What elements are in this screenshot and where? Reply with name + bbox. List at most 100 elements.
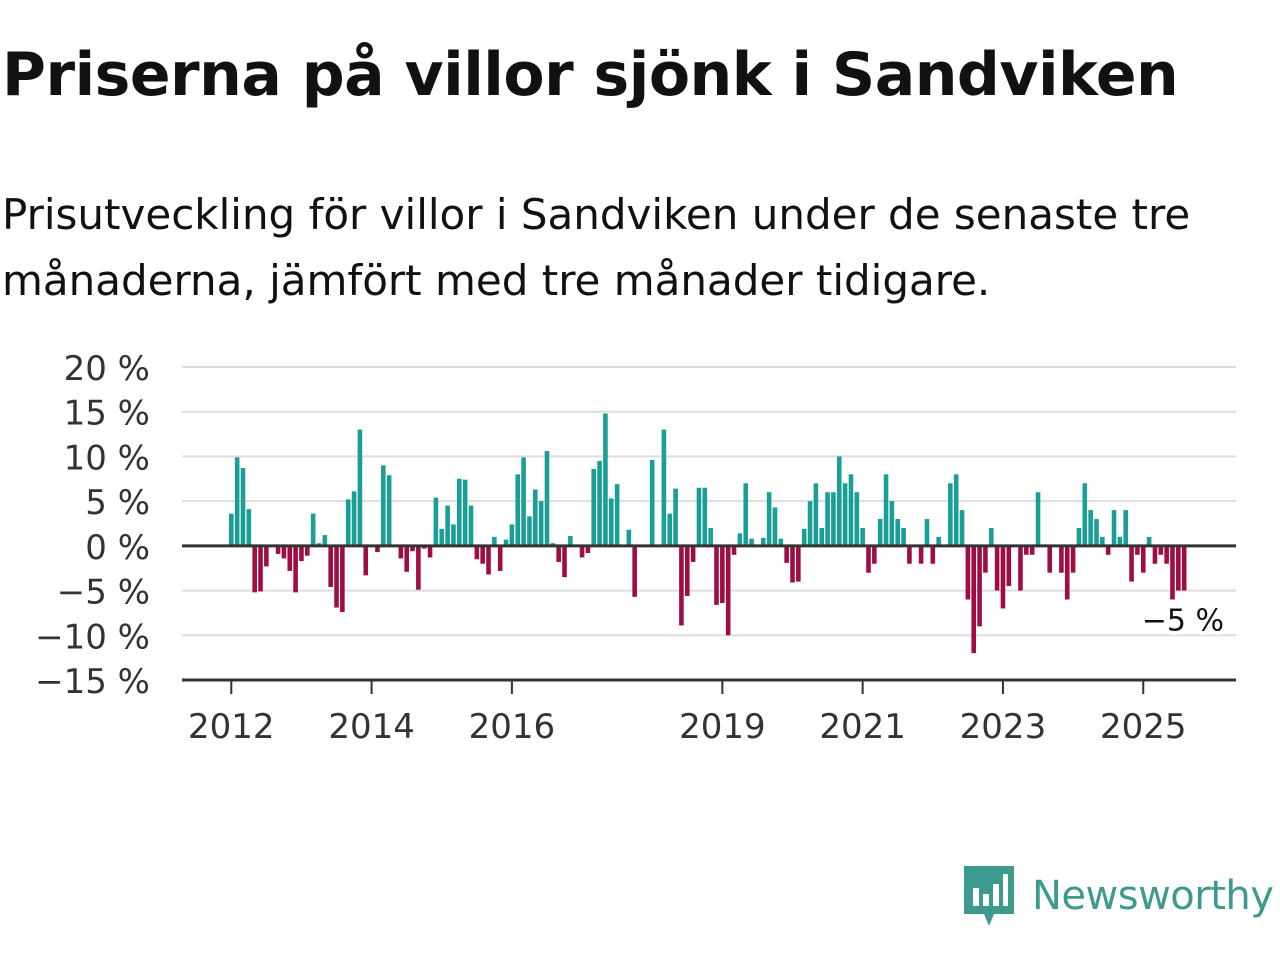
bar-negative xyxy=(1105,545,1111,555)
bar-negative xyxy=(930,545,936,564)
bar-positive xyxy=(860,527,865,546)
bar-chart: 20 %15 %10 %5 %0 %−5 %−10 %−15 % 2012 201… xyxy=(35,349,1236,747)
bar-negative xyxy=(796,545,801,582)
bar-positive xyxy=(948,483,953,546)
bar-negative xyxy=(404,545,409,572)
bar-negative xyxy=(1164,545,1169,564)
bar-positive xyxy=(778,538,784,546)
bar-positive xyxy=(608,498,614,546)
chart-subtitle: Prisutveckling för villor i Sandviken un… xyxy=(2,190,1191,305)
bar-negative xyxy=(1152,545,1158,564)
bar-negative xyxy=(1064,545,1070,600)
bar-negative xyxy=(562,545,567,578)
annotations: −5 % xyxy=(1138,600,1228,643)
bar-positive xyxy=(953,474,959,546)
bar-negative xyxy=(983,545,988,573)
x-axis-tick-labels: 2012 2014 2016 2019 2021 2023 2025 xyxy=(188,680,1187,747)
bar-negative xyxy=(486,545,491,575)
x-tick-label: 2012 xyxy=(188,707,275,747)
x-tick-label: 2021 xyxy=(819,707,906,747)
bar-negative xyxy=(1006,545,1012,587)
bar-negative xyxy=(252,545,257,593)
bar-positive xyxy=(936,536,941,546)
bar-positive xyxy=(322,535,328,546)
bar-negative xyxy=(714,545,719,605)
axes xyxy=(182,544,1236,682)
bar-positive xyxy=(889,501,895,546)
bar-positive xyxy=(813,483,819,546)
bar-positive xyxy=(743,483,749,546)
bar-positive xyxy=(1088,510,1093,546)
bar-negative xyxy=(907,545,912,564)
bar-negative xyxy=(690,545,696,562)
bar-negative xyxy=(784,545,789,563)
bar-positive xyxy=(538,501,544,546)
bar-negative xyxy=(1029,545,1035,555)
y-tick-label: 15 % xyxy=(64,394,150,434)
bar-negative xyxy=(1059,545,1064,573)
bar-positive xyxy=(357,429,363,546)
bar-positive xyxy=(819,527,825,546)
y-tick-label: 5 % xyxy=(85,483,150,523)
bar-negative xyxy=(965,545,971,600)
bar-negative xyxy=(328,545,333,587)
bar-negative xyxy=(334,545,339,608)
bar-negative xyxy=(375,545,380,553)
bar-negative xyxy=(994,545,1000,591)
bar-positive xyxy=(229,513,234,546)
bar-positive xyxy=(649,460,655,546)
bar-negative xyxy=(497,545,503,571)
bar-positive xyxy=(468,505,474,546)
bar-positive xyxy=(760,537,766,546)
bar-positive xyxy=(626,529,632,546)
bar-positive xyxy=(591,468,597,546)
bar-negative xyxy=(287,545,293,571)
bar-negative xyxy=(258,545,263,592)
bar-positive xyxy=(959,510,965,546)
bar-positive xyxy=(877,519,883,546)
bar-positive xyxy=(240,468,246,546)
bar-negative xyxy=(363,545,369,576)
bar-positive xyxy=(386,475,392,546)
bar-positive xyxy=(749,538,754,546)
bar-negative xyxy=(293,545,298,593)
last-value-label: −5 % xyxy=(1142,604,1224,639)
bar-negative xyxy=(398,545,404,559)
bar-negative xyxy=(1070,545,1076,573)
x-tick-label: 2016 xyxy=(469,707,556,747)
bar-negative xyxy=(480,545,485,564)
x-tick-label: 2025 xyxy=(1100,707,1187,747)
bar-negative xyxy=(866,545,871,573)
bar-positive xyxy=(667,513,673,546)
bar-positive xyxy=(439,528,445,546)
bar-negative xyxy=(977,545,982,627)
bar-positive xyxy=(1094,519,1099,546)
bar-positive xyxy=(456,478,462,546)
bar-negative xyxy=(1129,545,1134,582)
y-tick-label: −10 % xyxy=(35,617,150,657)
newsworthy-logo-icon xyxy=(964,866,1014,926)
bar-positive xyxy=(433,497,439,546)
x-tick-label: 2014 xyxy=(328,707,415,747)
bar-positive xyxy=(1076,527,1082,546)
bar-positive xyxy=(521,457,526,546)
bar-positive xyxy=(1117,536,1123,546)
bar-positive xyxy=(1111,510,1117,546)
y-axis-tick-labels: 20 % 15 %10 % 5 % 0 % −5 %−10 % −15 % xyxy=(35,349,150,702)
bar-positive xyxy=(772,507,778,546)
y-tick-label: 0 % xyxy=(85,528,150,568)
bar-negative xyxy=(1024,545,1029,555)
bar-positive xyxy=(310,513,316,546)
chart-title: Priserna på villor sjönk i Sandviken xyxy=(2,40,1179,110)
bar-negative xyxy=(725,545,731,636)
brand: Newsworthy xyxy=(964,864,1274,928)
y-tick-label: −5 % xyxy=(57,573,150,613)
bar-negative xyxy=(684,545,690,596)
bar-negative xyxy=(275,545,281,554)
bar-positive xyxy=(509,524,515,546)
bar-negative xyxy=(720,545,725,604)
bar-negative xyxy=(427,545,433,558)
bar-positive xyxy=(614,484,620,546)
bar-positive xyxy=(603,413,608,546)
bar-positive xyxy=(842,483,848,546)
